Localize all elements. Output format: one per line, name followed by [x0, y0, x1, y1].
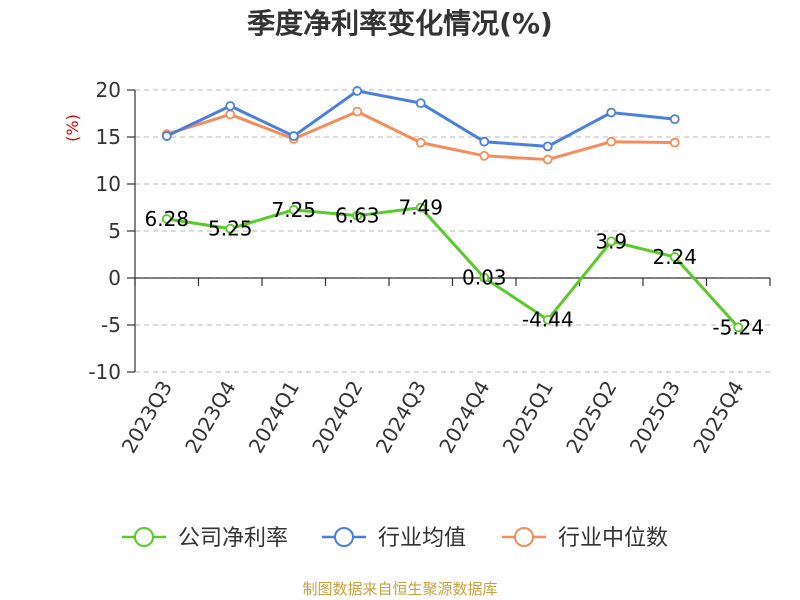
x-tick-label: 2024Q2	[307, 377, 367, 458]
data-point	[161, 131, 172, 141]
y-unit-label: (%)	[63, 114, 82, 142]
data-labels: 6.28 5.25 7.25 6.63 7.49 0.03 -4.44 3.9 2.24 -5.2…	[144, 196, 764, 340]
data-label: 7.25	[271, 198, 316, 222]
data-point	[225, 223, 236, 234]
series-line	[166, 206, 740, 329]
data-point	[479, 272, 490, 283]
y-tick-label: 0	[108, 266, 121, 290]
data-point	[479, 136, 490, 147]
data-point	[288, 204, 299, 215]
x-tick-label: 2025Q2	[561, 377, 621, 458]
data-label: -4.44	[522, 308, 574, 332]
data-point	[606, 136, 617, 147]
legend-label: 公司净利率	[178, 526, 288, 551]
data-label: 2.24	[652, 245, 697, 269]
x-tick-label: 2024Q4	[434, 377, 494, 458]
source-note: 制图数据来自恒生聚源数据库	[302, 580, 497, 598]
data-point	[733, 322, 744, 333]
data-point	[225, 109, 236, 120]
data-point	[415, 137, 426, 148]
x-tick-label: 2023Q4	[180, 377, 240, 458]
data-point	[352, 210, 363, 221]
legend-marker	[514, 527, 534, 547]
legend-marker	[134, 527, 154, 547]
y-tick-label: -10	[88, 360, 121, 384]
y-tick-label: 10	[96, 172, 121, 196]
series-lines	[161, 86, 744, 333]
data-point	[479, 150, 490, 161]
y-tick-label: -5	[101, 313, 121, 337]
data-label: 3.9	[595, 229, 627, 253]
data-point	[352, 106, 363, 117]
data-point	[542, 314, 553, 325]
data-point	[161, 214, 172, 224]
data-point	[415, 98, 426, 109]
x-tick-label: 2024Q3	[371, 377, 431, 458]
data-point	[669, 114, 680, 125]
data-label: 6.63	[335, 204, 380, 228]
legend-marker	[334, 527, 354, 547]
x-tick-label: 2023Q3	[117, 377, 177, 458]
data-point	[542, 141, 553, 152]
chart-title: 季度净利率变化情况(%)	[247, 7, 553, 40]
data-label: 0.03	[462, 266, 507, 290]
data-point	[669, 137, 680, 148]
y-tick-label: 5	[108, 219, 121, 243]
data-point	[415, 202, 426, 213]
data-point	[606, 236, 617, 247]
data-label: -5.24	[712, 315, 764, 339]
y-tick-label: 15	[96, 125, 121, 149]
x-tick-label: 2024Q1	[244, 377, 304, 458]
data-label: 5.25	[208, 217, 253, 241]
data-point	[542, 154, 553, 165]
x-tick-label: 2025Q4	[688, 377, 748, 458]
legend-label: 行业中位数	[558, 526, 668, 551]
data-point	[352, 86, 363, 96]
legend-label: 行业均值	[378, 526, 466, 551]
legend: 公司净利率 行业均值 行业中位数	[122, 526, 668, 551]
data-point	[225, 101, 236, 111]
data-label: 6.28	[144, 207, 189, 231]
x-tick-label: 2025Q1	[498, 377, 558, 458]
data-point	[669, 252, 680, 262]
x-tick-label: 2025Q3	[625, 377, 685, 458]
data-label: 7.49	[398, 196, 443, 220]
y-tick-label: 20	[96, 78, 121, 102]
data-point	[288, 131, 299, 141]
data-point	[606, 107, 617, 118]
